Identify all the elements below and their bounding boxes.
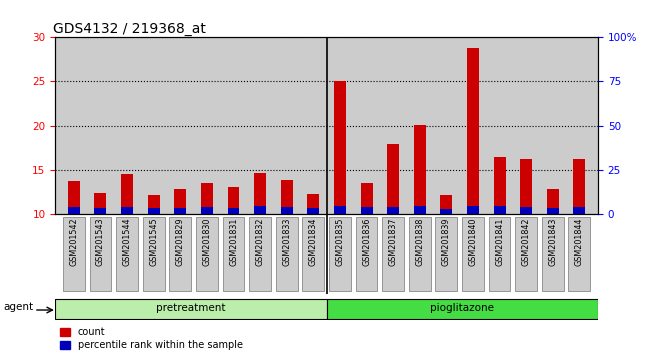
Bar xyxy=(68,207,80,214)
Bar xyxy=(356,217,378,291)
Text: GSM201841: GSM201841 xyxy=(495,217,504,266)
Bar xyxy=(276,217,298,291)
Text: GSM201842: GSM201842 xyxy=(522,217,530,266)
Bar xyxy=(249,217,271,291)
Bar xyxy=(302,217,324,291)
Text: GSM201833: GSM201833 xyxy=(282,217,291,266)
Bar xyxy=(307,194,319,208)
Bar xyxy=(281,207,292,214)
Text: GSM201544: GSM201544 xyxy=(123,217,131,266)
Bar xyxy=(573,159,586,207)
Text: pioglitazone: pioglitazone xyxy=(430,303,494,313)
Text: GSM201830: GSM201830 xyxy=(202,217,211,266)
Text: GSM201838: GSM201838 xyxy=(415,217,424,266)
Bar xyxy=(493,206,506,214)
Bar xyxy=(63,217,84,291)
Text: GSM201839: GSM201839 xyxy=(442,217,451,266)
Bar xyxy=(467,48,479,206)
Bar xyxy=(569,217,590,291)
Bar xyxy=(90,217,111,291)
Bar xyxy=(387,207,399,214)
Bar xyxy=(361,183,372,207)
Text: GSM201837: GSM201837 xyxy=(389,217,398,266)
Bar xyxy=(436,217,457,291)
Text: GSM201543: GSM201543 xyxy=(96,217,105,266)
Bar xyxy=(170,217,191,291)
Bar xyxy=(387,144,399,207)
Bar xyxy=(148,208,160,214)
Bar xyxy=(307,208,319,214)
Bar xyxy=(329,217,351,291)
Bar xyxy=(493,156,506,206)
Text: agent: agent xyxy=(3,302,33,312)
Bar xyxy=(520,207,532,214)
Bar xyxy=(515,217,537,291)
Text: GSM201542: GSM201542 xyxy=(70,217,79,266)
Bar xyxy=(227,187,239,208)
Bar xyxy=(121,207,133,214)
Bar xyxy=(148,195,160,208)
Text: GSM201545: GSM201545 xyxy=(150,217,158,266)
Bar xyxy=(281,179,292,207)
Text: GSM201836: GSM201836 xyxy=(362,217,371,266)
Bar xyxy=(196,217,218,291)
Bar xyxy=(547,208,559,214)
Bar xyxy=(361,207,372,214)
Text: GSM201840: GSM201840 xyxy=(469,217,478,266)
Bar xyxy=(254,206,266,214)
Bar xyxy=(227,208,239,214)
Bar xyxy=(520,159,532,207)
Bar xyxy=(489,217,510,291)
Text: GSM201835: GSM201835 xyxy=(335,217,345,266)
Text: GSM201829: GSM201829 xyxy=(176,217,185,266)
Text: GSM201832: GSM201832 xyxy=(255,217,265,266)
Text: GSM201843: GSM201843 xyxy=(548,217,557,266)
Bar xyxy=(334,81,346,206)
Bar xyxy=(440,195,452,209)
Legend: count, percentile rank within the sample: count, percentile rank within the sample xyxy=(60,327,242,350)
Bar xyxy=(201,183,213,207)
Text: pretreatment: pretreatment xyxy=(156,303,226,313)
Bar xyxy=(573,207,586,214)
Bar xyxy=(414,125,426,206)
Text: GDS4132 / 219368_at: GDS4132 / 219368_at xyxy=(53,22,205,36)
Bar xyxy=(201,207,213,214)
Bar xyxy=(116,217,138,291)
Bar xyxy=(174,208,187,214)
Bar xyxy=(409,217,431,291)
Bar xyxy=(326,299,598,319)
Text: GSM201831: GSM201831 xyxy=(229,217,238,266)
Bar xyxy=(542,217,564,291)
Bar xyxy=(174,189,187,208)
Bar xyxy=(222,217,244,291)
Bar xyxy=(414,206,426,214)
Bar xyxy=(94,193,107,208)
Bar xyxy=(334,206,346,214)
Bar xyxy=(254,172,266,206)
Bar xyxy=(547,189,559,208)
Text: GSM201834: GSM201834 xyxy=(309,217,318,266)
Bar xyxy=(121,174,133,207)
Bar xyxy=(94,208,107,214)
Bar xyxy=(467,206,479,214)
Bar xyxy=(143,217,164,291)
Bar xyxy=(68,181,80,207)
Bar xyxy=(55,299,326,319)
Text: GSM201844: GSM201844 xyxy=(575,217,584,266)
Bar xyxy=(440,209,452,214)
Bar xyxy=(462,217,484,291)
Bar xyxy=(382,217,404,291)
